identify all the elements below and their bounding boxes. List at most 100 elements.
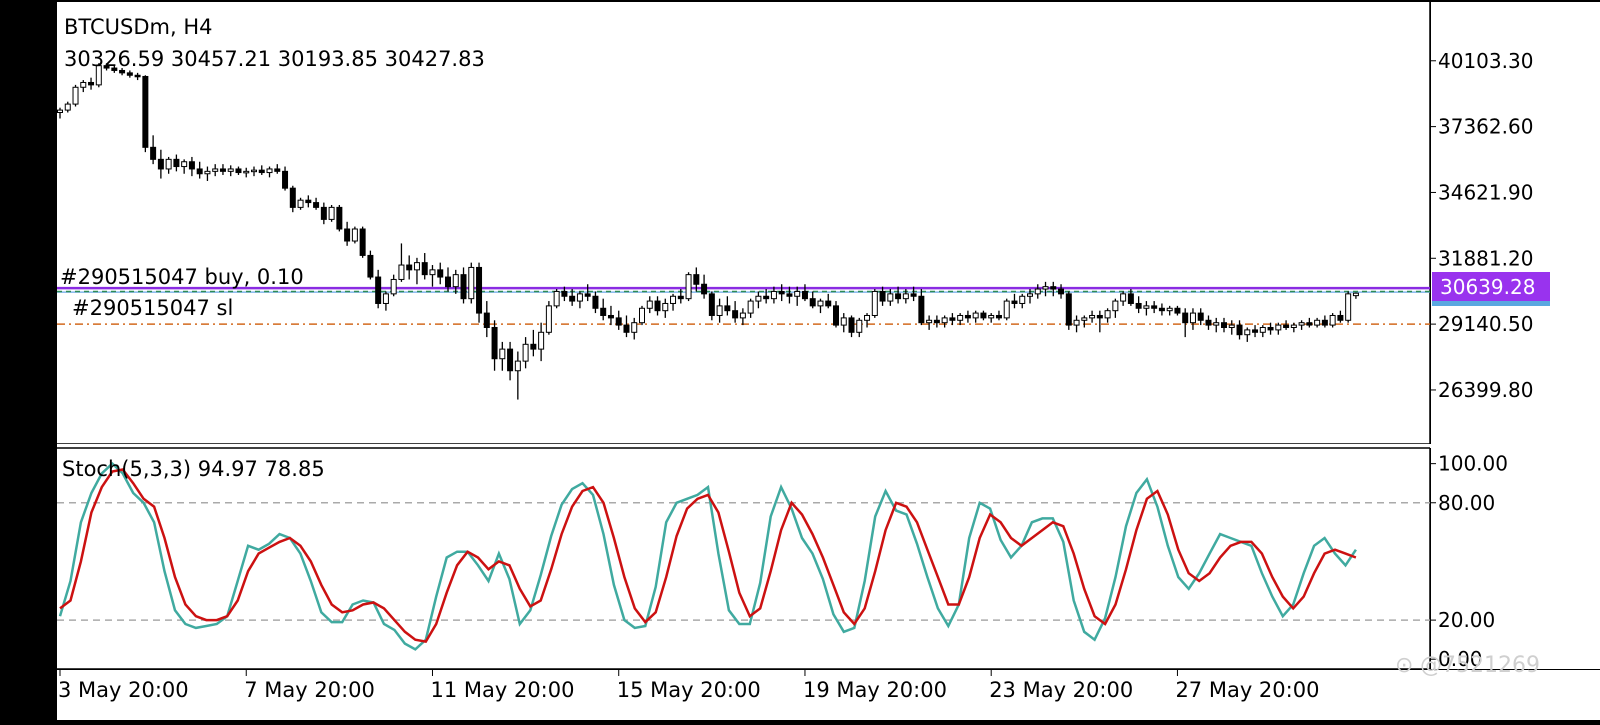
candle-body-bull bbox=[747, 300, 754, 314]
stoch-tick-label: 100.00 bbox=[1438, 452, 1508, 476]
candle-body-bull bbox=[1298, 322, 1305, 326]
candle bbox=[320, 202, 327, 225]
candle-body-bull bbox=[957, 314, 964, 321]
candle-body-bear bbox=[918, 295, 925, 324]
candle-body-bear bbox=[1151, 305, 1158, 309]
candle bbox=[856, 317, 863, 338]
candle bbox=[468, 262, 475, 304]
candle bbox=[701, 274, 708, 299]
candle-body-bear bbox=[615, 317, 622, 326]
candle bbox=[646, 296, 653, 314]
candle-body-bull bbox=[840, 317, 847, 326]
current-price-badge[interactable] bbox=[1432, 272, 1550, 301]
candle bbox=[1352, 292, 1359, 299]
candle-body-bear bbox=[732, 310, 739, 319]
candle-body-bull bbox=[522, 343, 529, 362]
candle-body-bull bbox=[165, 158, 172, 170]
candle-body-bull bbox=[1329, 314, 1336, 326]
candle-body-bear bbox=[980, 312, 987, 319]
candle bbox=[95, 63, 102, 88]
time-tick-label: 3 May 20:00 bbox=[58, 678, 189, 702]
price-tick-label: 31881.20 bbox=[1438, 246, 1533, 270]
candle bbox=[895, 286, 902, 304]
candle bbox=[576, 291, 583, 309]
candle bbox=[763, 289, 770, 304]
candle-body-bear bbox=[561, 290, 568, 297]
candle-body-bull bbox=[770, 290, 777, 300]
candle bbox=[809, 291, 816, 309]
candle bbox=[1027, 289, 1033, 304]
candle bbox=[1081, 315, 1088, 328]
candle-body-bear bbox=[320, 206, 327, 220]
candle-body-bear bbox=[825, 300, 832, 307]
candle-body-bear bbox=[1158, 307, 1165, 312]
candle bbox=[375, 269, 382, 309]
price-tick-label: 40103.30 bbox=[1438, 49, 1533, 73]
candle bbox=[235, 166, 242, 175]
candle bbox=[1244, 327, 1251, 342]
candle bbox=[134, 72, 141, 81]
candle-body-bull bbox=[243, 170, 250, 174]
candle bbox=[933, 315, 940, 328]
candle-body-bull bbox=[95, 65, 102, 86]
candle bbox=[313, 197, 320, 210]
candle-body-bear bbox=[701, 283, 708, 295]
candle bbox=[980, 310, 987, 321]
candle-body-bull bbox=[553, 290, 560, 307]
candle bbox=[1329, 313, 1336, 328]
candle bbox=[724, 296, 731, 316]
candle-body-bull bbox=[251, 169, 257, 173]
stochastic-panel[interactable] bbox=[57, 448, 1430, 669]
candle bbox=[1337, 310, 1344, 323]
candle bbox=[165, 156, 172, 174]
candle-body-bear bbox=[654, 300, 661, 312]
candle-body-bear bbox=[336, 206, 343, 230]
watermark-icon: ⊙ bbox=[1395, 653, 1413, 678]
candle-body-bull bbox=[204, 170, 211, 175]
candle-body-bull bbox=[817, 300, 824, 307]
candle-body-bull bbox=[662, 302, 669, 312]
candle-body-bull bbox=[941, 317, 948, 324]
candle bbox=[670, 293, 677, 311]
candle-body-bear bbox=[724, 305, 731, 312]
candle bbox=[693, 267, 700, 292]
candle-body-bull bbox=[1275, 324, 1282, 331]
candle-body-bear bbox=[134, 74, 141, 78]
candle-body-bull bbox=[413, 262, 420, 271]
candle-body-bull bbox=[1244, 329, 1251, 336]
candle bbox=[926, 315, 933, 330]
candle bbox=[1298, 320, 1305, 330]
candle-body-bear bbox=[910, 293, 917, 297]
candle-body-bull bbox=[755, 295, 762, 302]
price-axis-ticks: 40103.30 37362.60 34621.90 31881.20 29140.50… bbox=[1430, 49, 1533, 402]
candle bbox=[1213, 317, 1220, 333]
candle-body-bull bbox=[514, 360, 521, 372]
candle-body-bull bbox=[1352, 292, 1359, 297]
candle bbox=[848, 315, 855, 338]
candle-body-bull bbox=[227, 168, 234, 172]
candle-body-bear bbox=[763, 295, 770, 300]
candle bbox=[1019, 293, 1026, 309]
time-tick-label: 27 May 20:00 bbox=[1175, 678, 1319, 702]
candle bbox=[840, 313, 847, 333]
price-panel[interactable] bbox=[57, 2, 1430, 444]
candle-body-bull bbox=[1073, 319, 1080, 326]
candle bbox=[600, 298, 607, 321]
candle-body-bull bbox=[576, 293, 583, 302]
candle bbox=[545, 301, 552, 335]
candle-body-bear bbox=[848, 317, 855, 333]
candle-body-bear bbox=[359, 228, 366, 256]
candle bbox=[685, 272, 692, 302]
candles bbox=[57, 63, 1359, 400]
panel-separator[interactable] bbox=[57, 444, 1600, 448]
candle bbox=[336, 204, 343, 232]
candle bbox=[825, 293, 832, 309]
time-tick-label: 7 May 20:00 bbox=[244, 678, 375, 702]
candle bbox=[212, 164, 219, 177]
candle-body-bull bbox=[1104, 310, 1111, 319]
stoch-indicator-label: Stoch(5,3,3) 94.97 78.85 bbox=[62, 457, 325, 481]
candle bbox=[1182, 308, 1189, 338]
candle bbox=[188, 156, 195, 177]
